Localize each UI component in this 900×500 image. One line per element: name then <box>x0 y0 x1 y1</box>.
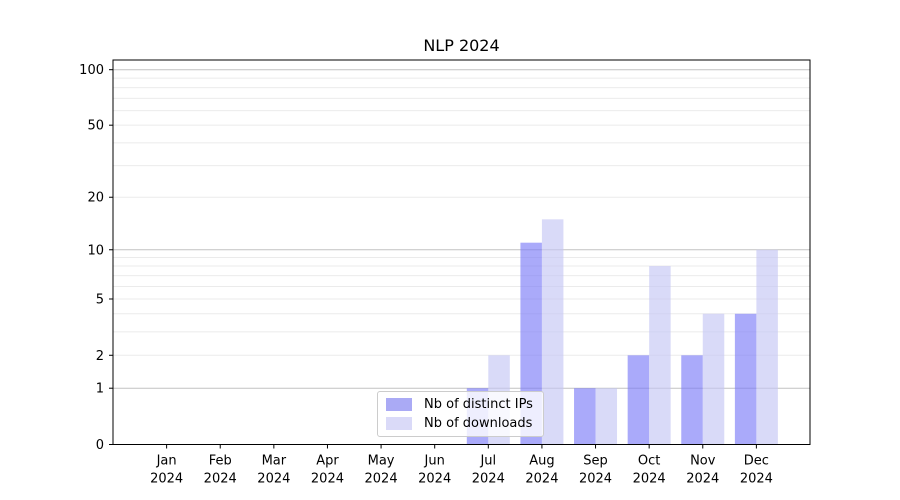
bar-downloads <box>595 388 618 445</box>
legend-entry-distinct-ips: Nb of distinct IPs <box>386 397 535 412</box>
legend-entry-downloads: Nb of downloads <box>386 416 535 431</box>
y-tick-label: 2 <box>96 349 104 364</box>
x-tick-label-month: Sep <box>583 454 608 469</box>
x-tick-label-month: Jun <box>424 454 445 469</box>
bar-downloads <box>756 249 778 445</box>
y-tick-label: 10 <box>87 243 104 258</box>
legend-swatch-distinct-ips-icon <box>386 398 412 412</box>
x-tick-label-year: 2024 <box>579 472 612 487</box>
y-tick-label: 100 <box>79 63 104 78</box>
x-tick-label-month: Dec <box>744 454 769 469</box>
x-tick-label-year: 2024 <box>150 472 183 487</box>
x-tick-label-month: May <box>368 454 395 469</box>
chart-title: NLP 2024 <box>423 36 500 55</box>
legend: Nb of distinct IPs Nb of downloads <box>377 391 544 437</box>
x-tick-label-month: Nov <box>690 454 716 469</box>
y-tick-label: 5 <box>96 292 104 307</box>
legend-label-downloads: Nb of downloads <box>424 415 533 431</box>
x-tick-label-month: Aug <box>529 454 554 469</box>
x-tick-label-month: Jul <box>479 454 496 469</box>
y-tick-label: 20 <box>87 191 104 206</box>
x-tick-label-year: 2024 <box>418 472 451 487</box>
x-tick-label-year: 2024 <box>633 472 666 487</box>
legend-label-distinct-ips: Nb of distinct IPs <box>424 397 533 413</box>
x-tick-label-month: Feb <box>209 454 232 469</box>
x-tick-label-year: 2024 <box>204 472 237 487</box>
x-tick-label-month: Oct <box>638 454 660 469</box>
plot-frame <box>112 59 811 445</box>
bar-distinct-ips <box>574 388 596 445</box>
bar-distinct-ips <box>627 355 650 445</box>
y-tick-label: 1 <box>96 382 104 397</box>
x-tick-label-month: Mar <box>262 454 287 469</box>
x-tick-label-year: 2024 <box>365 472 398 487</box>
bar-downloads <box>702 313 725 445</box>
bar-downloads <box>541 219 564 445</box>
x-tick-label-year: 2024 <box>257 472 290 487</box>
x-tick-label-year: 2024 <box>472 472 505 487</box>
x-tick-label-year: 2024 <box>311 472 344 487</box>
x-tick-label-year: 2024 <box>740 472 773 487</box>
x-tick-label-month: Apr <box>316 454 339 469</box>
bar-downloads <box>649 266 671 445</box>
legend-swatch-downloads-icon <box>386 416 412 430</box>
y-tick-label: 0 <box>96 438 104 453</box>
y-tick-label: 50 <box>87 119 104 134</box>
bar-distinct-ips <box>734 313 757 445</box>
x-tick-label-year: 2024 <box>686 472 719 487</box>
bar-distinct-ips <box>681 355 703 445</box>
x-tick-label-month: Jan <box>156 454 177 469</box>
x-tick-label-year: 2024 <box>525 472 558 487</box>
